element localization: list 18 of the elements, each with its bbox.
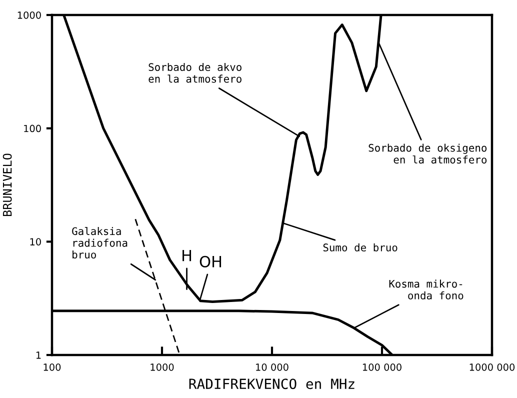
x-tick-label: 1000 bbox=[150, 364, 174, 371]
y-tick-label: 1000 bbox=[18, 11, 41, 19]
annotation: OH bbox=[200, 256, 222, 268]
y-tick-label: 1 bbox=[36, 352, 41, 359]
annotation: Sorbado de oksigeno en la atmosfero bbox=[368, 144, 487, 164]
y-tick-label: 100 bbox=[24, 124, 41, 132]
annotation: H bbox=[182, 250, 192, 262]
annotation: Sorbado de akvo en la atmosfero bbox=[148, 62, 242, 83]
x-tick-label: 10 000 bbox=[256, 364, 288, 371]
y-axis-title: BRUNIVELO bbox=[2, 154, 12, 216]
annotation: Sumo de bruo bbox=[323, 243, 398, 252]
x-tick-label: 100 bbox=[44, 364, 61, 371]
x-tick-label: 100 000 bbox=[362, 364, 402, 371]
x-axis-title: RADIFREKVENCO en MHz bbox=[189, 378, 354, 390]
annotation: Galaksia radiofona bruo bbox=[72, 226, 128, 259]
annotation: Kosma mikro- onda fono bbox=[389, 280, 464, 300]
y-tick-label: 10 bbox=[30, 238, 41, 246]
x-tick-label: 1000 000 bbox=[470, 364, 515, 371]
